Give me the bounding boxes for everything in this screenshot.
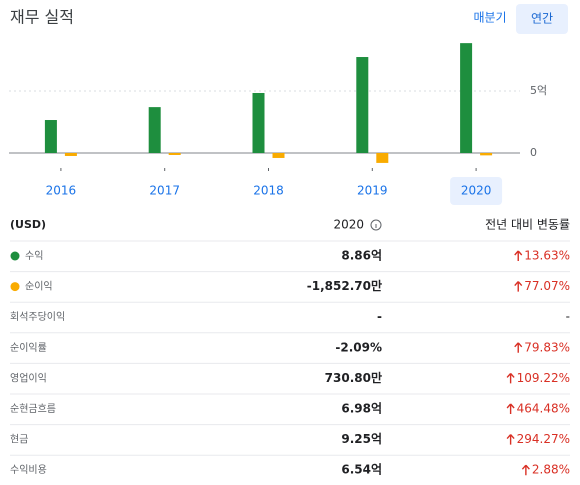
x-tick-label[interactable]: 2019 (357, 184, 388, 198)
up-arrow (514, 342, 523, 353)
row-value: 8.86억 (341, 249, 382, 263)
legend-dot (10, 251, 20, 261)
row-value: 730.80만 (325, 370, 382, 385)
legend-dot (10, 282, 20, 292)
bar (168, 153, 181, 155)
row-label: 수익 (25, 250, 43, 262)
up-arrow (514, 250, 523, 261)
x-tick-label[interactable]: 2017 (149, 184, 180, 198)
table-header: 전년 대비 변동률 (485, 218, 570, 232)
bar (272, 153, 285, 158)
row-value: 6.54억 (341, 463, 382, 477)
y-tick-label: 0 (530, 146, 537, 159)
row-value: 9.25억 (341, 432, 382, 446)
row-label: 회석주당이익 (10, 311, 65, 323)
quarterly-button[interactable]: 매분기 (473, 11, 506, 25)
x-tick-label[interactable]: 2016 (46, 184, 77, 198)
row-label: 수익비용 (10, 464, 47, 476)
bar (252, 92, 265, 153)
bar (64, 153, 77, 156)
row-change: 79.83% (524, 340, 570, 354)
up-arrow (506, 403, 515, 414)
row-value: -1,852.70만 (307, 278, 382, 293)
row-change: - (566, 310, 570, 324)
x-tick-label[interactable]: 2020 (461, 184, 492, 198)
row-change: 13.63% (524, 249, 570, 263)
bar (480, 153, 493, 156)
annual-button[interactable]: 연간 (531, 12, 553, 26)
table-header: (USD) (10, 218, 46, 231)
up-arrow (514, 281, 523, 292)
row-change: 294.27% (517, 432, 570, 446)
title: 재무 실적 (10, 8, 74, 27)
up-arrow (506, 372, 515, 384)
row-label: 순이익 (25, 281, 53, 293)
bar (356, 57, 369, 153)
row-change: 464.48% (517, 402, 570, 416)
table-header: 2020 (333, 218, 364, 232)
info-icon[interactable] (370, 219, 382, 231)
y-tick-label: 5억 (530, 84, 547, 97)
bar (376, 153, 389, 163)
annual-button-bg[interactable] (516, 4, 568, 34)
row-label: 순현금흐름 (10, 403, 56, 415)
row-change: 77.07% (524, 279, 570, 293)
bar (460, 43, 473, 153)
bar (44, 120, 57, 153)
row-change: 2.88% (532, 463, 570, 477)
row-label: 현금 (10, 434, 28, 446)
row-label: 영업이익 (10, 371, 47, 384)
row-value: - (377, 310, 382, 324)
row-change: 109.22% (517, 371, 570, 385)
x-tick-label[interactable]: 2018 (253, 184, 284, 198)
up-arrow (521, 464, 530, 476)
up-arrow (506, 434, 515, 445)
selected-year-bg[interactable] (450, 177, 503, 205)
bar (148, 107, 161, 153)
row-value: 6.98억 (341, 402, 382, 416)
row-label: 순이익률 (10, 342, 47, 354)
row-value: -2.09% (335, 340, 382, 354)
